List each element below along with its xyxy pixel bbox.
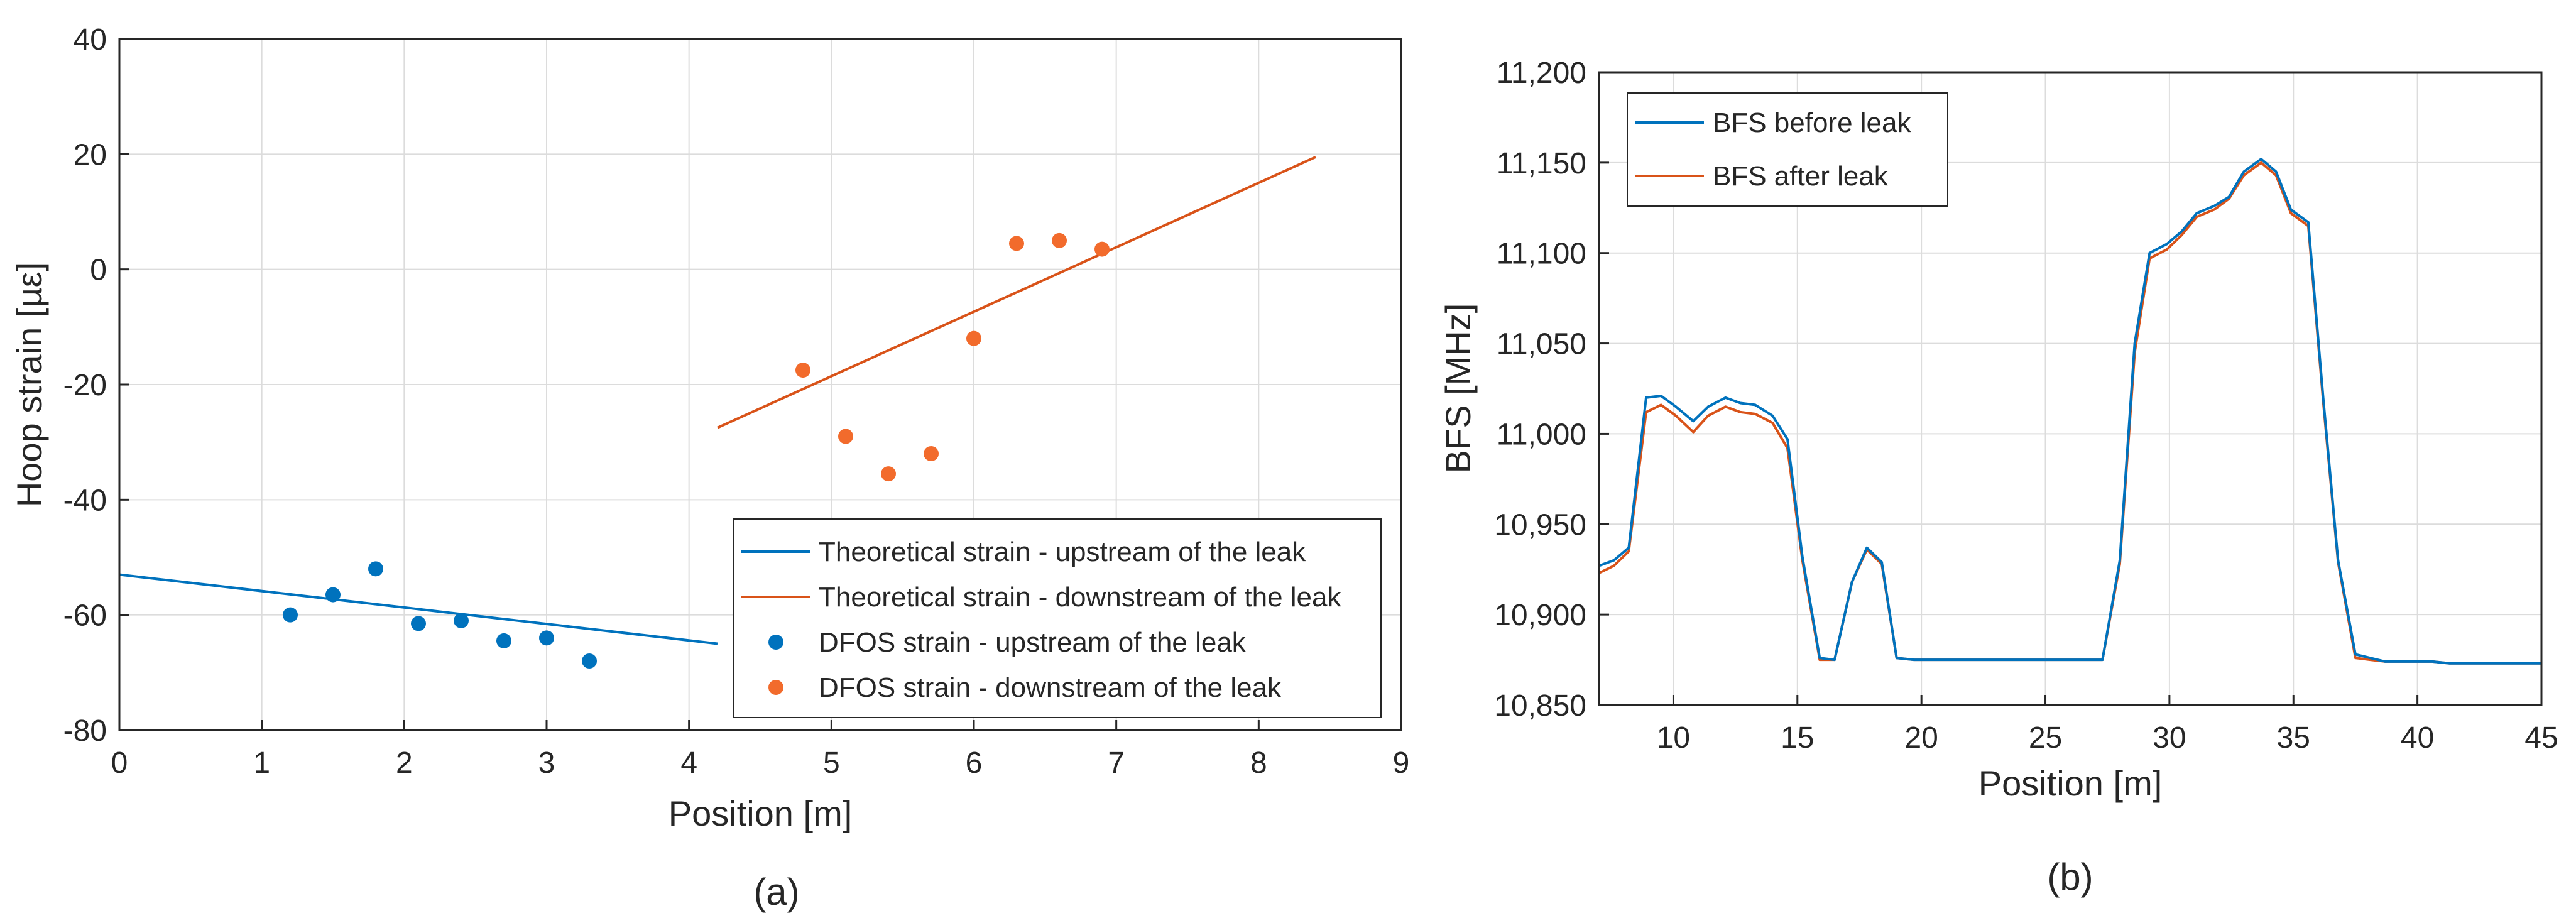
panel-a-xlabel: Position [m]	[669, 794, 853, 833]
panel-b-ytick-label: 11,000	[1497, 418, 1586, 451]
panel-a-series-3-point	[1052, 232, 1067, 248]
panel-a-xtick-label: 4	[680, 746, 697, 780]
panel-b-ytick-label: 10,900	[1494, 599, 1586, 632]
panel-a-series-2-point	[368, 561, 383, 577]
panel-a-series-1-line	[717, 156, 1316, 429]
panel-b-xtick-label: 15	[1781, 721, 1814, 755]
panel-b-xtick-label: 45	[2524, 721, 2558, 755]
panel-a-series-3-point	[881, 466, 896, 482]
panel-b-ytick-label: 11,100	[1497, 238, 1586, 271]
panel-b-ytick-label: 11,200	[1497, 57, 1586, 90]
panel-a-series-3-point	[1009, 236, 1024, 251]
panel-b-ylabel: BFS [MHz]	[1438, 303, 1478, 474]
panel-b-xtick-label: 10	[1657, 721, 1690, 755]
panel-a-xtick-label: 0	[111, 746, 128, 780]
panel-b-xtick-label: 25	[2029, 721, 2062, 755]
panel-b-xtick-label: 40	[2401, 721, 2434, 755]
panel-a-series-3-point	[838, 429, 853, 444]
panel-b-xlabel: Position [m]	[1978, 763, 2163, 803]
panel-b-legend: BFS before leak BFS after leak	[1627, 92, 1948, 207]
panel-a-ticks: 0 1 2 3 4 5 6 7 8 9 -80 -60 -40 -20 0 20 40	[63, 23, 1410, 780]
panel-a-ytick-label: -60	[63, 599, 107, 633]
panel-a-legend-box	[733, 518, 1382, 718]
panel-b-data	[1598, 158, 2541, 665]
panel-a-series-3-point	[966, 330, 981, 346]
panel-a-series-3-point	[1094, 241, 1110, 257]
panel-b-legend-label: BFS before leak	[1713, 107, 1911, 138]
panel-a-series-2-point	[283, 607, 298, 623]
panel-a-legend-label: DFOS strain - upstream of the leak	[819, 627, 1247, 658]
panel-a-series-2-point	[411, 616, 426, 631]
panel-a-ytick-label: -40	[63, 484, 107, 517]
panel-b-ytick-label: 11,150	[1497, 147, 1586, 180]
panel-a-legend-label: DFOS strain - downstream of the leak	[819, 672, 1282, 703]
panel-a-ytick-label: 40	[74, 23, 107, 57]
panel-a-data	[119, 156, 1316, 669]
panel-b-xtick-label: 30	[2153, 721, 2186, 755]
panel-a-ytick-label: 20	[74, 138, 107, 172]
panel-a-legend: Theoretical strain - upstream of the lea…	[733, 518, 1382, 718]
panel-b-bfs-chart: 10 15 20 25 30 35 40 45 10,850 10,900 10,950 11,000…	[1438, 57, 2558, 898]
panel-b-series-0-line	[1598, 158, 2541, 665]
panel-b-legend-box	[1627, 92, 1948, 207]
panel-a-ytick-label: 0	[90, 254, 107, 287]
panel-b-label: (b)	[2047, 856, 2093, 898]
panel-a-xtick-label: 2	[396, 746, 413, 780]
panel-a-label: (a)	[753, 871, 799, 913]
panel-b-axes-box	[1598, 71, 2543, 706]
panel-a-xtick-label: 8	[1250, 746, 1267, 780]
panel-a-series-0-line	[119, 573, 718, 645]
panel-a-series-2-point	[325, 587, 341, 603]
panel-a-series-3-point	[924, 446, 939, 461]
panel-a-series-3-point	[795, 363, 810, 378]
panel-a-legend-marker-swatch	[768, 680, 783, 695]
panel-a-xtick-label: 6	[966, 746, 983, 780]
panel-a-ylabel: Hoop strain [µε]	[9, 262, 49, 507]
panel-a-strain-chart: 0 1 2 3 4 5 6 7 8 9 -80 -60 -40 -20 0 20 40 Position [m]…	[9, 23, 1409, 913]
panel-a-legend-label: Theoretical strain - downstream of the l…	[819, 582, 1341, 613]
panel-a-series-2-point	[496, 633, 511, 648]
panel-a-xtick-label: 1	[253, 746, 270, 780]
panel-a-xtick-label: 7	[1108, 746, 1125, 780]
panel-a-legend-marker-swatch	[768, 635, 783, 650]
panel-b-legend-label: BFS after leak	[1713, 161, 1889, 192]
panel-b-ytick-label: 10,850	[1494, 689, 1586, 723]
panel-a-ytick-label: -20	[63, 369, 107, 402]
panel-a-ytick-label: -80	[63, 714, 107, 748]
panel-a-series-2-point	[539, 630, 554, 646]
panel-b-xtick-label: 35	[2277, 721, 2310, 755]
panel-a-series-2-point	[582, 653, 597, 669]
panel-b-ticks: 10 15 20 25 30 35 40 45 10,850 10,900 10,950 11,000…	[1494, 57, 2558, 755]
panel-b-xtick-label: 20	[1904, 721, 1938, 755]
panel-a-series-2-point	[454, 613, 469, 628]
panel-b-ytick-label: 10,950	[1494, 508, 1586, 542]
panel-a-xtick-label: 5	[823, 746, 840, 780]
panel-b-ytick-label: 11,050	[1497, 328, 1586, 361]
panel-a-xtick-label: 3	[538, 746, 555, 780]
panel-a-legend-label: Theoretical strain - upstream of the lea…	[819, 537, 1306, 567]
panel-a-xtick-label: 9	[1393, 746, 1410, 780]
